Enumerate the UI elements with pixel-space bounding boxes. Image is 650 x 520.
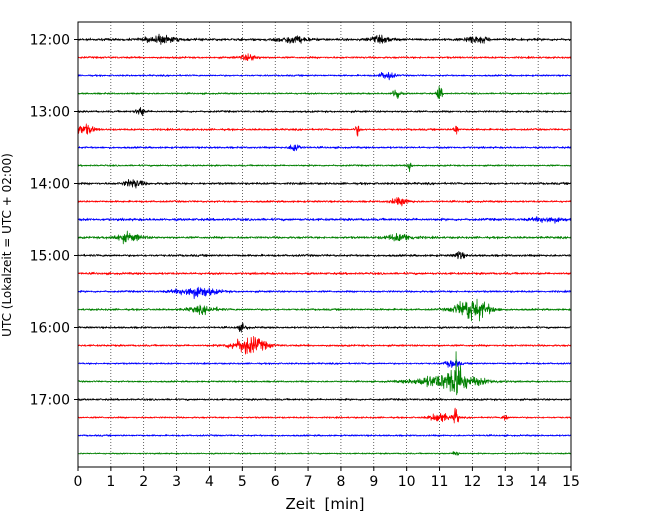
trace-line — [77, 336, 572, 355]
x-tick-label: 7 — [304, 474, 313, 490]
x-tick-label: 9 — [369, 474, 378, 490]
x-tick-label: 6 — [271, 474, 280, 490]
x-tick-label: 4 — [205, 474, 214, 490]
trace-line — [77, 359, 572, 368]
x-tick-label: 5 — [238, 474, 247, 490]
y-axis-label: UTC (Lokalzeit = UTC + 02:00) — [0, 153, 14, 337]
x-tick-label: 2 — [139, 474, 148, 490]
trace-line — [77, 71, 572, 81]
y-tick-label: 17:00 — [30, 393, 70, 409]
x-tick-label: 10 — [398, 474, 416, 490]
x-tick-label: 0 — [74, 474, 83, 490]
trace-line — [77, 33, 572, 45]
trace-line — [77, 351, 572, 396]
trace-line — [77, 197, 572, 207]
y-tick-label: 15:00 — [30, 249, 70, 265]
trace-line — [77, 271, 572, 276]
trace-line — [77, 451, 572, 456]
trace-line — [77, 162, 572, 173]
trace-line — [77, 179, 572, 189]
trace-line — [77, 230, 572, 245]
y-tick-label: 13:00 — [30, 105, 70, 121]
trace-line — [77, 53, 572, 62]
trace-line — [77, 85, 572, 100]
traces — [77, 33, 572, 456]
y-axis: 12:00 13:00 14:00 15:00 16:00 17:00 — [30, 33, 78, 409]
plot-frame — [77, 21, 572, 468]
trace-line — [77, 123, 572, 137]
trace-line — [77, 251, 572, 260]
trace-line — [77, 216, 572, 224]
trace-line — [77, 286, 572, 300]
grid — [110, 22, 539, 467]
x-tick-label: 11 — [431, 474, 449, 490]
y-tick-label: 16:00 — [30, 321, 70, 337]
trace-line — [77, 107, 572, 117]
y-tick-label: 14:00 — [30, 177, 70, 193]
trace-line — [77, 298, 572, 322]
x-tick-label: 3 — [172, 474, 181, 490]
x-axis-label: Zeit [min] — [285, 495, 364, 513]
x-tick-label: 15 — [562, 474, 580, 490]
x-tick-label: 12 — [463, 474, 481, 490]
trace-line — [77, 322, 572, 333]
x-tick-label: 14 — [529, 474, 547, 490]
trace-line — [77, 407, 572, 424]
trace-line — [77, 434, 572, 437]
x-axis: 0 1 2 3 4 5 6 7 8 9 10 11 12 13 14 15 — [74, 467, 580, 490]
x-tick-label: 1 — [106, 474, 115, 490]
x-tick-label: 8 — [336, 474, 345, 490]
trace-line — [77, 144, 572, 152]
y-tick-label: 12:00 — [30, 33, 70, 49]
x-tick-label: 13 — [496, 474, 514, 490]
trace-line — [77, 397, 572, 402]
